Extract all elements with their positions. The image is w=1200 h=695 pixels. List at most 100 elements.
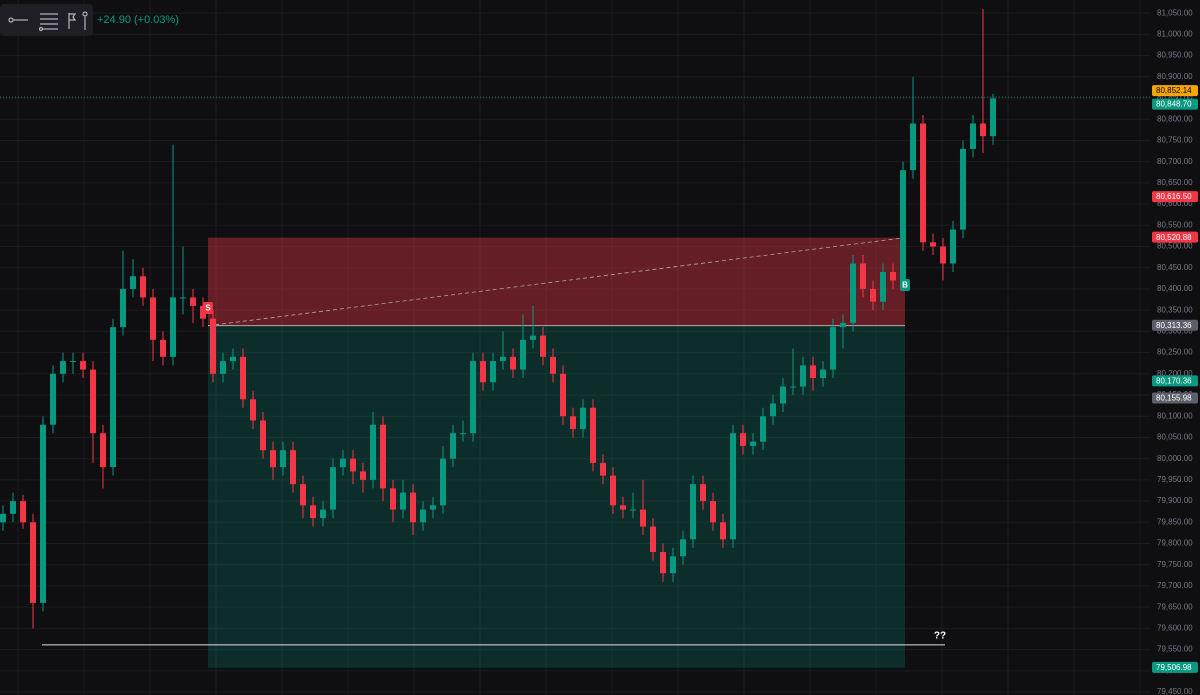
vertical-grid <box>17 0 1141 695</box>
price-label-box <box>1152 191 1198 203</box>
candle-body <box>240 356 246 400</box>
candle-body <box>510 356 516 370</box>
candle-body <box>700 484 706 502</box>
y-tick-label: 80,500.00 <box>1157 242 1193 251</box>
candle-body <box>60 361 66 374</box>
candle-body <box>90 369 96 434</box>
candle-body <box>280 450 286 468</box>
price-axis-labels: 79,450.0079,500.0079,550.0079,600.0079,6… <box>1152 8 1198 695</box>
candle-body <box>790 386 796 388</box>
candle-body <box>730 433 736 540</box>
price-label: 80,313.36 <box>1156 321 1192 330</box>
candle-body <box>800 365 806 387</box>
y-tick-label: 80,250.00 <box>1157 348 1193 357</box>
y-tick-label: 79,950.00 <box>1157 475 1193 484</box>
candle-body <box>210 318 216 374</box>
candle-body <box>490 361 496 383</box>
price-label: 80,848.70 <box>1156 100 1192 109</box>
y-tick-label: 79,450.00 <box>1157 687 1193 695</box>
buy-marker: B <box>902 281 908 290</box>
candle-body <box>410 492 416 523</box>
price-label-box <box>1152 231 1198 243</box>
price-label-box <box>1152 98 1198 110</box>
candle-body <box>290 450 296 485</box>
y-tick-label: 80,750.00 <box>1157 136 1193 145</box>
candle-body <box>440 458 446 506</box>
candle-body <box>560 373 566 417</box>
price-label-box <box>1152 392 1198 404</box>
overlay: ?? S B <box>0 96 1150 646</box>
candle-body <box>880 271 886 302</box>
price-label: 79,506.98 <box>1156 663 1192 672</box>
candle-body <box>450 433 456 459</box>
candle-body <box>910 123 916 171</box>
target-zone <box>208 325 905 668</box>
buy-marker-box <box>900 279 910 291</box>
candle-body <box>580 407 586 429</box>
y-tick-label: 79,600.00 <box>1157 623 1193 632</box>
candle-body <box>140 276 146 298</box>
candle-body <box>710 501 716 523</box>
candle-body <box>630 509 636 511</box>
candle-body <box>500 356 506 362</box>
candle-body <box>130 276 136 289</box>
y-tick-label: 80,650.00 <box>1157 178 1193 187</box>
candle-body <box>70 361 76 363</box>
candle-body <box>390 488 396 510</box>
candle-body <box>0 513 6 523</box>
y-tick-label: 79,700.00 <box>1157 581 1193 590</box>
position-zones <box>207 237 906 668</box>
candle-body <box>590 407 596 463</box>
candle-body <box>970 123 976 149</box>
candle-body <box>690 484 696 540</box>
candle-body <box>230 356 236 362</box>
candle-body <box>660 552 666 574</box>
horizontal-grid <box>0 12 1150 693</box>
y-tick-label: 79,800.00 <box>1157 539 1193 548</box>
toolbar-icons <box>8 11 88 32</box>
y-tick-label: 80,050.00 <box>1157 433 1193 442</box>
candle-body <box>160 339 166 357</box>
y-tick-label: 80,300.00 <box>1157 326 1193 335</box>
price-axis <box>1150 0 1200 695</box>
horizontal-line-label: ?? <box>934 631 946 642</box>
price-label: 80,170.36 <box>1156 376 1192 385</box>
y-tick-label: 80,900.00 <box>1157 72 1193 81</box>
candle-body <box>10 501 16 514</box>
candle-body <box>860 263 866 289</box>
candle-body <box>330 467 336 510</box>
candle-body <box>420 509 426 523</box>
price-label: 80,155.98 <box>1156 394 1192 403</box>
candle-body <box>750 441 756 446</box>
candle-body <box>840 322 846 328</box>
candle-body <box>520 339 526 370</box>
candle-body <box>310 505 316 519</box>
candle-body <box>360 471 366 480</box>
candle-body <box>620 505 626 510</box>
candle-body <box>480 361 486 383</box>
y-tick-label: 80,700.00 <box>1157 157 1193 166</box>
candle-body <box>940 246 946 264</box>
toolbar-box <box>0 4 93 36</box>
candle-body <box>930 242 936 247</box>
candle-body <box>530 335 536 340</box>
candle-body <box>180 297 186 299</box>
candle-body <box>30 522 36 603</box>
y-tick-label: 81,050.00 <box>1157 8 1193 17</box>
candle-body <box>260 420 266 451</box>
candle-body <box>270 450 276 468</box>
candle-body <box>320 509 326 519</box>
candle-body <box>870 288 876 302</box>
y-tick-label: 80,200.00 <box>1157 369 1193 378</box>
sell-marker: S <box>205 304 211 313</box>
price-label-box <box>1152 85 1198 97</box>
price-label: 80,616.50 <box>1156 192 1192 201</box>
candle-body <box>380 424 386 489</box>
candle-body <box>470 361 476 434</box>
y-tick-label: 79,650.00 <box>1157 602 1193 611</box>
candle-body <box>850 263 856 323</box>
y-tick-label: 80,850.00 <box>1157 93 1193 102</box>
candles <box>0 8 996 629</box>
candle-body <box>600 462 606 476</box>
